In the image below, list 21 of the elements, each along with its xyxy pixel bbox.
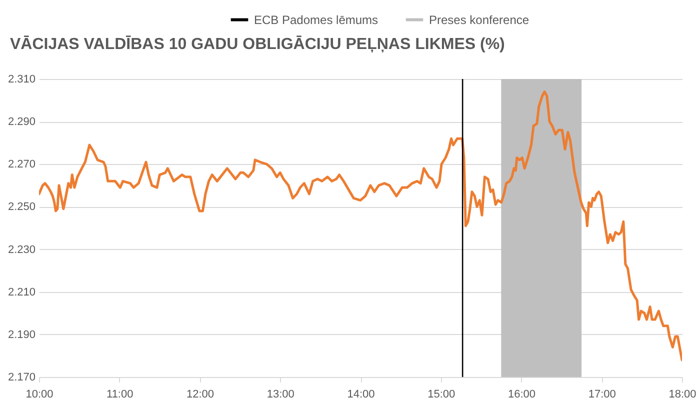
y-tick-label: 2.310 (8, 74, 36, 86)
x-tick-label: 18:00 (668, 388, 696, 400)
y-tick-label: 2.170 (8, 372, 36, 384)
chart-title: VĀCIJAS VALDĪBAS 10 GADU OBLIGĀCIJU PEĻŅAS LIKMES (%) (10, 35, 505, 53)
x-tick-label: 15:00 (428, 388, 456, 400)
x-tick-label: 12:00 (186, 388, 214, 400)
y-tick-label: 2.290 (8, 116, 36, 128)
legend-label: Preses konference (429, 12, 530, 27)
y-tick-label: 2.270 (8, 158, 36, 171)
y-tick-label: 2.190 (8, 328, 36, 341)
x-tick-label: 16:00 (508, 388, 536, 400)
x-tick-label: 14:00 (347, 388, 375, 400)
x-tick-label: 11:00 (106, 388, 134, 400)
x-tick-label: 17:00 (588, 388, 616, 400)
line-series (39, 90, 682, 362)
y-tick-label: 2.210 (8, 286, 36, 298)
legend-label: ECB Padomes lēmums (254, 12, 378, 27)
y-tick-label: 2.230 (8, 244, 36, 256)
x-tick-label: 10:00 (26, 388, 54, 400)
y-tick-label: 2.250 (8, 201, 36, 214)
x-tick-label: 13:00 (266, 388, 294, 400)
